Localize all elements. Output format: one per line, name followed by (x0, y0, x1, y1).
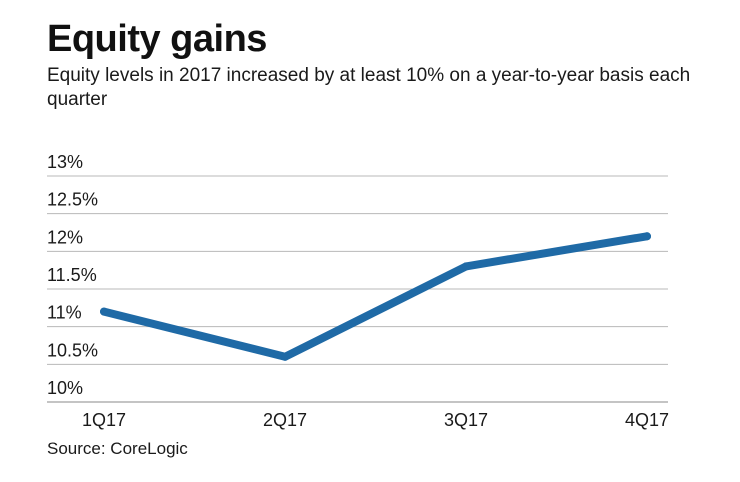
y-tick-label: 10.5% (47, 340, 98, 360)
y-tick-label: 12.5% (47, 190, 98, 210)
x-tick-label: 3Q17 (444, 410, 488, 430)
y-tick-label: 11% (47, 303, 82, 323)
chart-title: Equity gains (47, 18, 267, 60)
x-tick-label: 4Q17 (625, 410, 669, 430)
source-note: Source: CoreLogic (47, 439, 188, 458)
data-point (462, 262, 470, 271)
y-tick-label: 13% (47, 152, 83, 172)
y-tick-label: 11.5% (47, 265, 97, 285)
series-line (100, 232, 651, 361)
x-tick-label: 1Q17 (82, 410, 126, 430)
x-tick-label: 2Q17 (263, 410, 307, 430)
chart-subtitle: Equity levels in 2017 increased by at le… (47, 65, 691, 110)
y-tick-label: 10% (47, 378, 83, 398)
gridlines (47, 175, 668, 403)
y-axis-tick-labels: 10% 10.5% 11% 11.5% 12% 12.5% 13% (47, 152, 98, 398)
y-tick-label: 12% (47, 227, 83, 247)
data-point (643, 232, 651, 241)
data-point (281, 352, 289, 361)
data-point (100, 307, 108, 316)
series-lines (100, 232, 651, 361)
x-axis-tick-labels: 1Q17 2Q17 3Q17 4Q17 (82, 410, 669, 430)
